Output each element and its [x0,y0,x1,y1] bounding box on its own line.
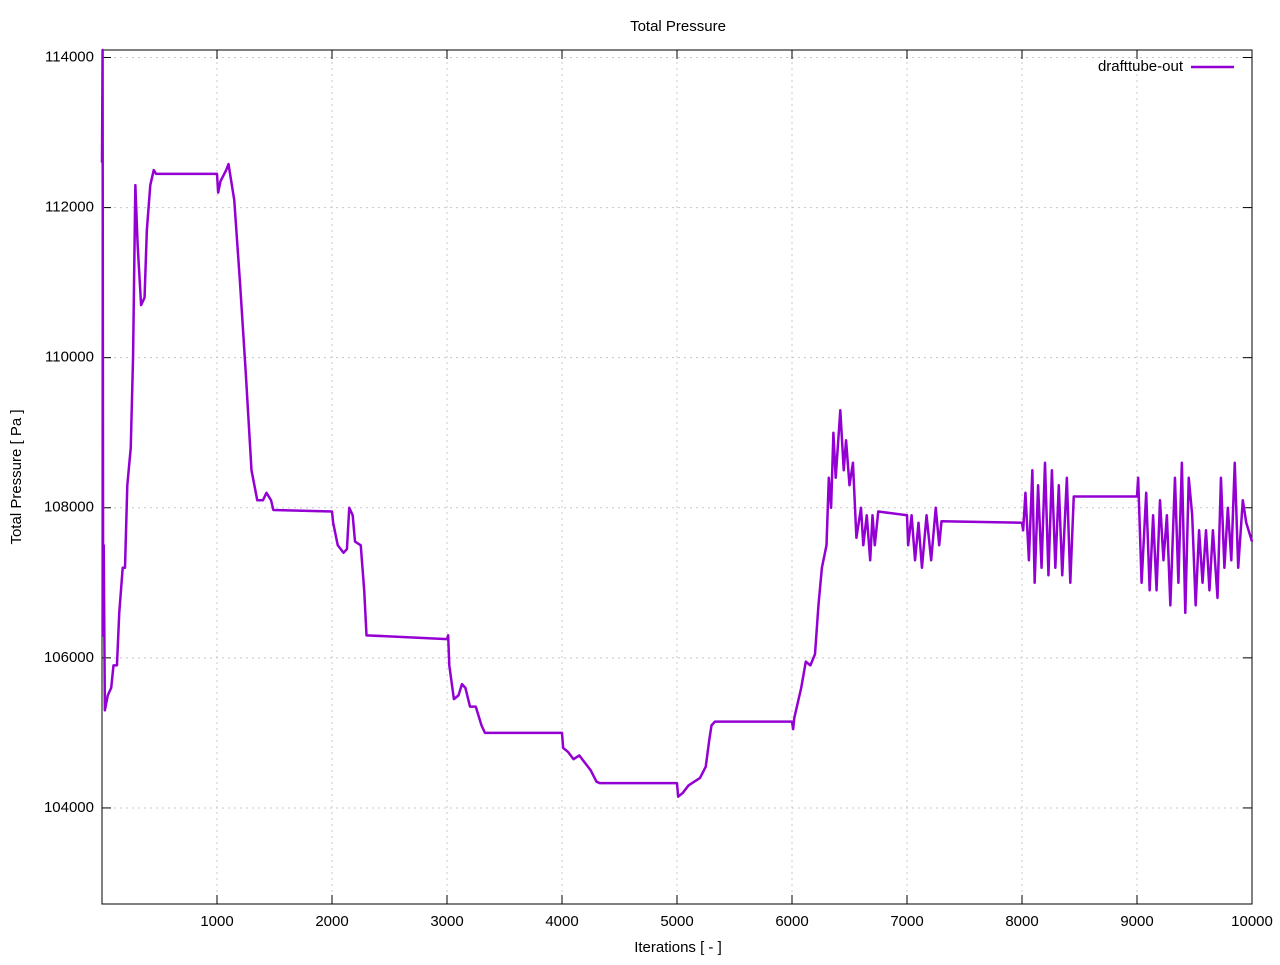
x-axis-label: Iterations [ - ] [634,939,722,956]
x-tick-label: 6000 [775,913,808,930]
y-tick-label: 110000 [45,349,94,366]
y-tick-label: 104000 [44,799,94,816]
data-line [100,48,1254,798]
y-axis-label: Total Pressure [ Pa ] [8,409,25,544]
x-tick-label: 5000 [660,913,693,930]
chart-title: Total Pressure [630,18,726,35]
x-tick-label: 1000 [200,913,233,930]
x-tick-label: 7000 [890,913,923,930]
x-tick-label: 3000 [430,913,463,930]
y-tick-label: 108000 [44,499,94,516]
y-tick-label: 114000 [45,48,94,65]
y-tick-label: 106000 [44,649,94,666]
x-tick-label: 9000 [1120,913,1153,930]
x-tick-label: 8000 [1005,913,1038,930]
legend-label: drafttube-out [1098,58,1184,75]
x-tick-label: 4000 [545,913,578,930]
x-tick-label: 2000 [315,913,348,930]
x-tick-label: 10000 [1231,913,1273,930]
y-tick-label: 112000 [45,199,94,216]
